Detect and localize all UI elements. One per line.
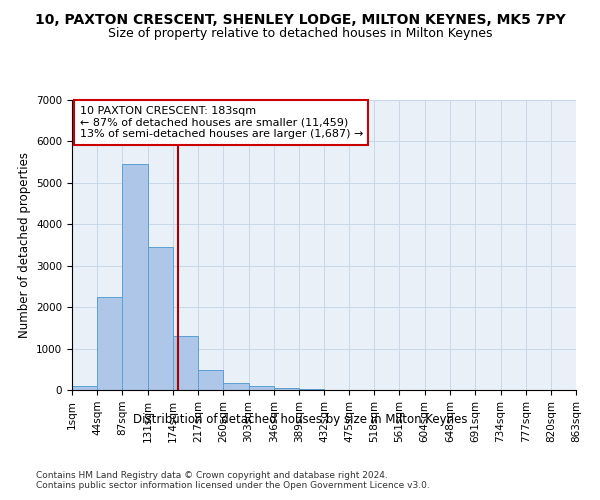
Text: 10, PAXTON CRESCENT, SHENLEY LODGE, MILTON KEYNES, MK5 7PY: 10, PAXTON CRESCENT, SHENLEY LODGE, MILT…: [35, 12, 565, 26]
Bar: [148, 247, 173, 390]
Bar: [198, 370, 223, 390]
Y-axis label: Number of detached properties: Number of detached properties: [17, 152, 31, 338]
Bar: [248, 386, 274, 390]
Bar: [223, 382, 248, 390]
Bar: [122, 164, 148, 390]
Bar: [299, 389, 324, 390]
Text: Size of property relative to detached houses in Milton Keynes: Size of property relative to detached ho…: [108, 28, 492, 40]
Text: 10 PAXTON CRESCENT: 183sqm
← 87% of detached houses are smaller (11,459)
13% of : 10 PAXTON CRESCENT: 183sqm ← 87% of deta…: [80, 106, 363, 139]
Text: Distribution of detached houses by size in Milton Keynes: Distribution of detached houses by size …: [133, 412, 467, 426]
Bar: [72, 386, 97, 390]
Bar: [173, 336, 198, 390]
Text: Contains HM Land Registry data © Crown copyright and database right 2024.
Contai: Contains HM Land Registry data © Crown c…: [36, 470, 430, 490]
Bar: [274, 388, 299, 390]
Bar: [97, 297, 122, 390]
